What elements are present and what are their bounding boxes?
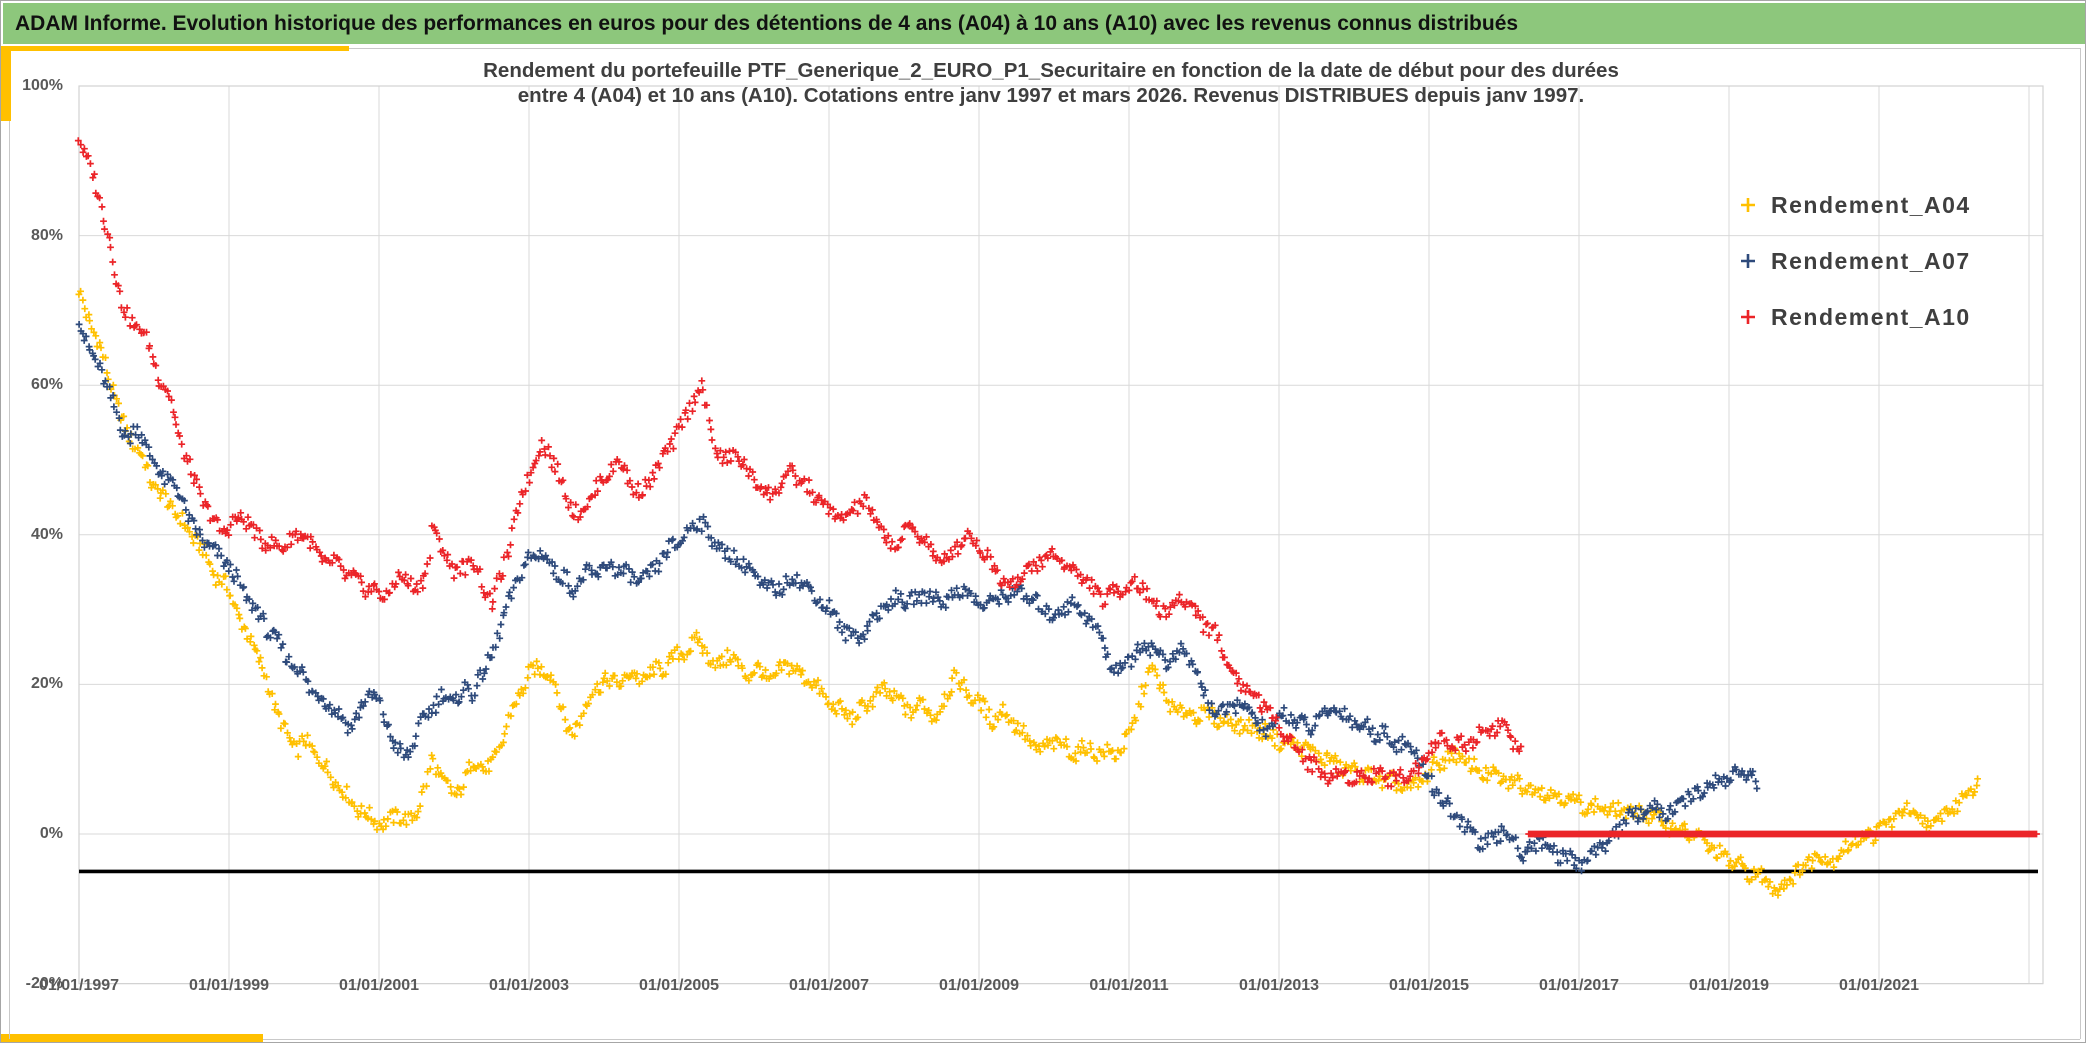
chart-object-border-left	[9, 121, 10, 1039]
chart-object-border-bottom	[263, 1039, 2080, 1040]
selection-highlight-bottom	[1, 1034, 263, 1042]
chart-title-line1: Rendement du portefeuille PTF_Generique_…	[483, 59, 1619, 82]
x-tick-label: 01/01/2003	[488, 977, 570, 994]
selection-highlight-top	[1, 46, 349, 51]
x-tick-label: 01/01/1997	[38, 977, 120, 994]
selection-highlight-left	[1, 46, 11, 121]
legend-plus-marker-icon	[1741, 198, 1755, 212]
plot-border	[78, 85, 2044, 985]
y-tick-label: 20%	[30, 675, 63, 693]
legend-label: Rendement_A07	[1771, 247, 1971, 274]
x-tick-label: 01/01/2013	[1238, 977, 1320, 994]
series-points-rendement_a10[interactable]	[74, 137, 1525, 790]
legend-label: Rendement_A10	[1771, 303, 1971, 330]
y-tick-label: 0%	[39, 825, 63, 842]
report-title-bar: ADAM Informe. Evolution historique des p…	[3, 3, 2085, 44]
x-tick-label: 01/01/2017	[1538, 977, 1620, 994]
legend-item-rendement_a10[interactable]: Rendement_A10	[1739, 289, 1971, 345]
y-tick-label: 80%	[30, 226, 63, 244]
x-tick-label: 01/01/2021	[1838, 977, 1920, 994]
legend-plus-marker-icon	[1741, 254, 1755, 268]
series-points-rendement_a07[interactable]	[75, 321, 1761, 875]
series-flat-zero-segment-rendement_a10[interactable]	[1525, 830, 2040, 838]
x-tick-label: 01/01/2009	[938, 977, 1020, 994]
y-tick-label: 100%	[22, 77, 63, 94]
y-tick-label: -20%	[25, 974, 63, 992]
x-tick-label: 01/01/1999	[188, 977, 270, 994]
x-tick-label: 01/01/2011	[1089, 977, 1169, 994]
legend-label: Rendement_A04	[1771, 191, 1971, 218]
chart-title: Rendement du portefeuille PTF_Generique_…	[331, 58, 1771, 108]
series-points-rendement_a04[interactable]	[75, 287, 1982, 899]
y-tick-label: 40%	[30, 525, 63, 543]
x-tick-label: 01/01/2007	[788, 977, 870, 994]
chart-title-line2: entre 4 (A04) et 10 ans (A10). Cotations…	[517, 84, 1585, 107]
report-title: ADAM Informe. Evolution historique des p…	[15, 11, 1519, 35]
chart-object-border-top	[349, 48, 2080, 49]
legend-item-rendement_a07[interactable]: Rendement_A07	[1739, 233, 1971, 289]
x-tick-label: 01/01/2005	[638, 977, 720, 994]
x-tick-label: 01/01/2019	[1688, 977, 1770, 994]
x-tick-label: 01/01/2015	[1388, 977, 1470, 994]
y-tick-label: 60%	[30, 376, 63, 394]
legend-plus-marker-icon	[1741, 310, 1755, 324]
x-tick-label: 01/01/2001	[338, 977, 420, 994]
chart-legend: Rendement_A04 Rendement_A07 Rendement_A1…	[1739, 177, 1971, 345]
chart-object-border-right	[2080, 48, 2081, 1039]
legend-item-rendement_a04[interactable]: Rendement_A04	[1739, 177, 1971, 233]
